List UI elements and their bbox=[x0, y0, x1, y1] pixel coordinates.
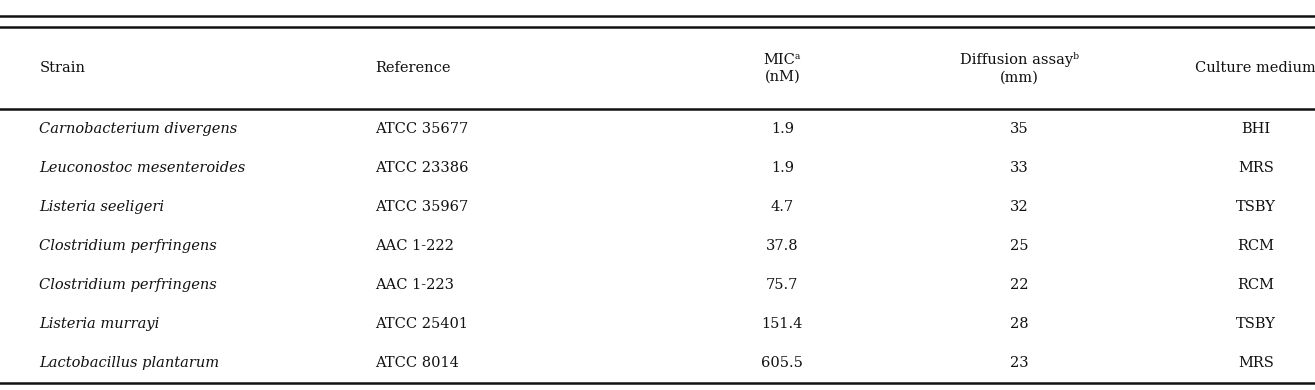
Text: Diffusion assayᵇ
(mm): Diffusion assayᵇ (mm) bbox=[960, 52, 1078, 84]
Text: Carnobacterium divergens: Carnobacterium divergens bbox=[39, 122, 238, 136]
Text: AAC 1-222: AAC 1-222 bbox=[375, 239, 454, 253]
Text: MRS: MRS bbox=[1237, 356, 1274, 370]
Text: 4.7: 4.7 bbox=[771, 200, 794, 214]
Text: AAC 1-223: AAC 1-223 bbox=[375, 278, 454, 292]
Text: 75.7: 75.7 bbox=[767, 278, 798, 292]
Text: ATCC 25401: ATCC 25401 bbox=[375, 317, 468, 332]
Text: ATCC 23386: ATCC 23386 bbox=[375, 161, 468, 175]
Text: RCM: RCM bbox=[1237, 278, 1274, 292]
Text: ATCC 35677: ATCC 35677 bbox=[375, 122, 468, 136]
Text: 28: 28 bbox=[1010, 317, 1028, 332]
Text: 22: 22 bbox=[1010, 278, 1028, 292]
Text: 37.8: 37.8 bbox=[767, 239, 798, 253]
Text: Clostridium perfringens: Clostridium perfringens bbox=[39, 278, 217, 292]
Text: RCM: RCM bbox=[1237, 239, 1274, 253]
Text: 23: 23 bbox=[1010, 356, 1028, 370]
Text: ATCC 35967: ATCC 35967 bbox=[375, 200, 468, 214]
Text: TSBY: TSBY bbox=[1236, 200, 1276, 214]
Text: Reference: Reference bbox=[375, 61, 450, 75]
Text: Lactobacillus plantarum: Lactobacillus plantarum bbox=[39, 356, 220, 370]
Text: BHI: BHI bbox=[1241, 122, 1270, 136]
Text: Leuconostoc mesenteroides: Leuconostoc mesenteroides bbox=[39, 161, 246, 175]
Text: 1.9: 1.9 bbox=[771, 161, 794, 175]
Text: Clostridium perfringens: Clostridium perfringens bbox=[39, 239, 217, 253]
Text: 151.4: 151.4 bbox=[761, 317, 803, 332]
Text: MICᵃ
(nM): MICᵃ (nM) bbox=[764, 53, 801, 84]
Text: MRS: MRS bbox=[1237, 161, 1274, 175]
Text: 35: 35 bbox=[1010, 122, 1028, 136]
Text: 605.5: 605.5 bbox=[761, 356, 803, 370]
Text: TSBY: TSBY bbox=[1236, 317, 1276, 332]
Text: 1.9: 1.9 bbox=[771, 122, 794, 136]
Text: Listeria seeligeri: Listeria seeligeri bbox=[39, 200, 164, 214]
Text: 25: 25 bbox=[1010, 239, 1028, 253]
Text: Listeria murrayi: Listeria murrayi bbox=[39, 317, 159, 332]
Text: 33: 33 bbox=[1010, 161, 1028, 175]
Text: Culture medium: Culture medium bbox=[1195, 61, 1315, 75]
Text: ATCC 8014: ATCC 8014 bbox=[375, 356, 459, 370]
Text: 32: 32 bbox=[1010, 200, 1028, 214]
Text: Strain: Strain bbox=[39, 61, 85, 75]
